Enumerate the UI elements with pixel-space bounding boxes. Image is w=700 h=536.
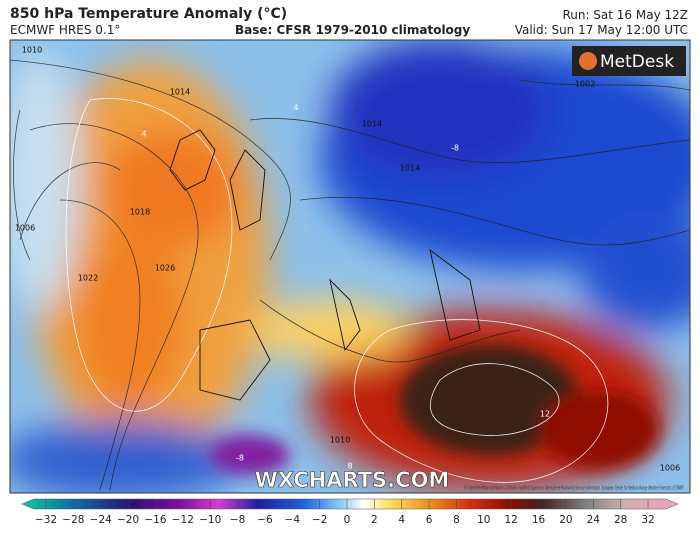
colorbar-label: −16 bbox=[144, 514, 166, 526]
colorbar-label: 20 bbox=[559, 514, 572, 526]
colorbar-label: 12 bbox=[504, 514, 517, 526]
colorbar-label: 28 bbox=[614, 514, 627, 526]
colorbar-label: −12 bbox=[172, 514, 194, 526]
colorbar-label: 24 bbox=[587, 514, 601, 526]
copyright: (C) OpenStreetMap contributors, Contains… bbox=[464, 486, 684, 492]
anomaly-label: 8 bbox=[347, 462, 352, 471]
isobar-label: 1002 bbox=[575, 80, 595, 89]
colorbar-label: 0 bbox=[344, 514, 351, 526]
isobar-label: 1022 bbox=[78, 274, 98, 283]
colorbar-label: −8 bbox=[230, 514, 245, 526]
colorbar bbox=[21, 498, 679, 510]
isobar-label: 1014 bbox=[362, 120, 382, 129]
map-frame bbox=[9, 39, 691, 494]
model: ECMWF HRES 0.1° bbox=[10, 23, 121, 37]
anomaly-label: 4 bbox=[141, 130, 146, 139]
colorbar-label: 6 bbox=[426, 514, 433, 526]
anomaly-label: 4 bbox=[293, 104, 298, 113]
isobars bbox=[10, 59, 690, 491]
isobar-label: 1010 bbox=[22, 46, 42, 55]
anomaly-label: -8 bbox=[236, 454, 244, 463]
title: 850 hPa Temperature Anomaly (°C) bbox=[10, 6, 288, 22]
colorbar-label: −28 bbox=[62, 514, 84, 526]
isobar-label: 1018 bbox=[130, 208, 150, 217]
isobar-label: 1014 bbox=[170, 88, 190, 97]
colorbar-label: −24 bbox=[90, 514, 112, 526]
anomaly-label: 12 bbox=[540, 410, 550, 419]
anomaly-contours bbox=[65, 98, 609, 483]
colorbar-label: −6 bbox=[257, 514, 273, 526]
isobar-label: 1006 bbox=[15, 224, 35, 233]
map-field bbox=[10, 40, 690, 493]
colorbar-label: −20 bbox=[117, 514, 139, 526]
logo-icon bbox=[579, 52, 597, 70]
anomaly-label: -8 bbox=[451, 144, 459, 153]
isobar-label: 1014 bbox=[400, 164, 420, 173]
coastlines bbox=[169, 129, 481, 401]
base: Base: CFSR 1979-2010 climatology bbox=[235, 23, 471, 37]
colorbar-label: −4 bbox=[285, 514, 301, 526]
logo: MetDesk bbox=[600, 52, 674, 72]
colorbar-label: 10 bbox=[477, 514, 490, 526]
watermark: WXCHARTS.COM bbox=[255, 468, 450, 492]
colorbar-label: 4 bbox=[398, 514, 405, 526]
isobar-label: 1010 bbox=[330, 436, 350, 445]
run: Run: Sat 16 May 12Z bbox=[562, 8, 688, 22]
isobar-label: 1006 bbox=[660, 464, 680, 473]
colorbar-label: −32 bbox=[35, 514, 57, 526]
isobar-label: 1026 bbox=[155, 264, 175, 273]
colorbar-label: 2 bbox=[371, 514, 378, 526]
colorbar-label: 8 bbox=[453, 514, 460, 526]
colorbar-label: 32 bbox=[641, 514, 654, 526]
valid: Valid: Sun 17 May 12:00 UTC bbox=[514, 23, 688, 37]
colorbar-label: 16 bbox=[532, 514, 546, 526]
colorbar-label: −2 bbox=[312, 514, 327, 526]
colorbar-label: −10 bbox=[199, 514, 221, 526]
